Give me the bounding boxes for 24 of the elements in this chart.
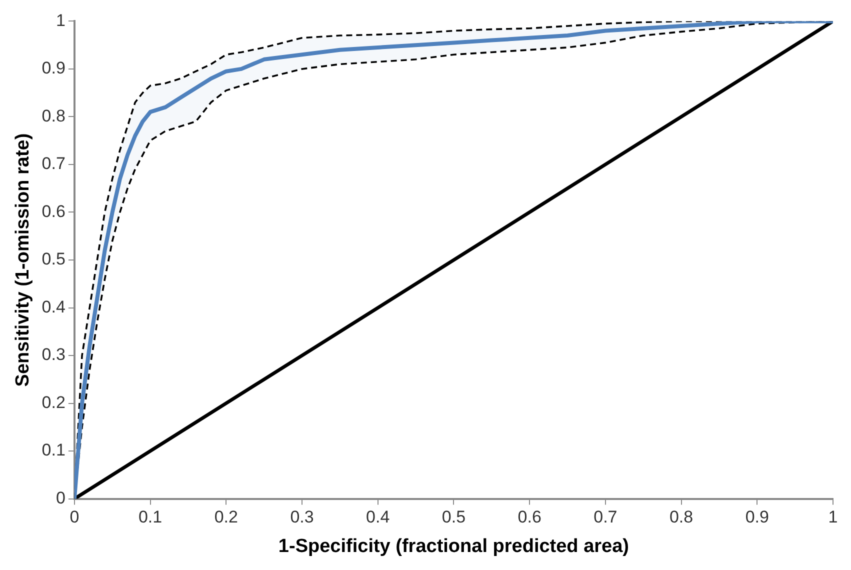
y-tick-label: 0.2 [42,392,66,412]
x-tick-label: 0.7 [594,508,618,527]
x-tick-label: 0.3 [290,508,314,527]
x-tick-label: 0.9 [745,508,769,527]
x-tick-label: 0.8 [669,508,694,527]
x-tick-label: 0.5 [442,508,466,527]
y-axis-title: Sensitivity (1-omission rate) [12,133,34,387]
x-tick-label: 0.6 [518,508,542,527]
y-tick-label: 0.7 [42,154,66,174]
y-tick-label: 0.4 [42,297,66,316]
y-tick-label: 0.5 [42,250,66,269]
x-tick-label: 0.2 [214,508,238,527]
y-tick-label: 1 [56,10,66,30]
x-tick-label: 0.1 [138,508,162,527]
x-tick-label: 0 [70,508,80,527]
y-tick-label: 0.1 [42,440,66,460]
y-tick-label: 0 [56,488,66,508]
y-tick-label: 0.8 [42,106,66,126]
x-tick-label: 0.4 [366,508,390,527]
x-axis-title: 1-Specificity (fractional predicted area) [278,536,629,557]
y-tick-label: 0.9 [42,58,66,78]
y-tick-label: 0.3 [42,345,66,364]
x-tick-label: 1 [828,508,838,527]
y-tick-label: 0.6 [42,202,66,221]
